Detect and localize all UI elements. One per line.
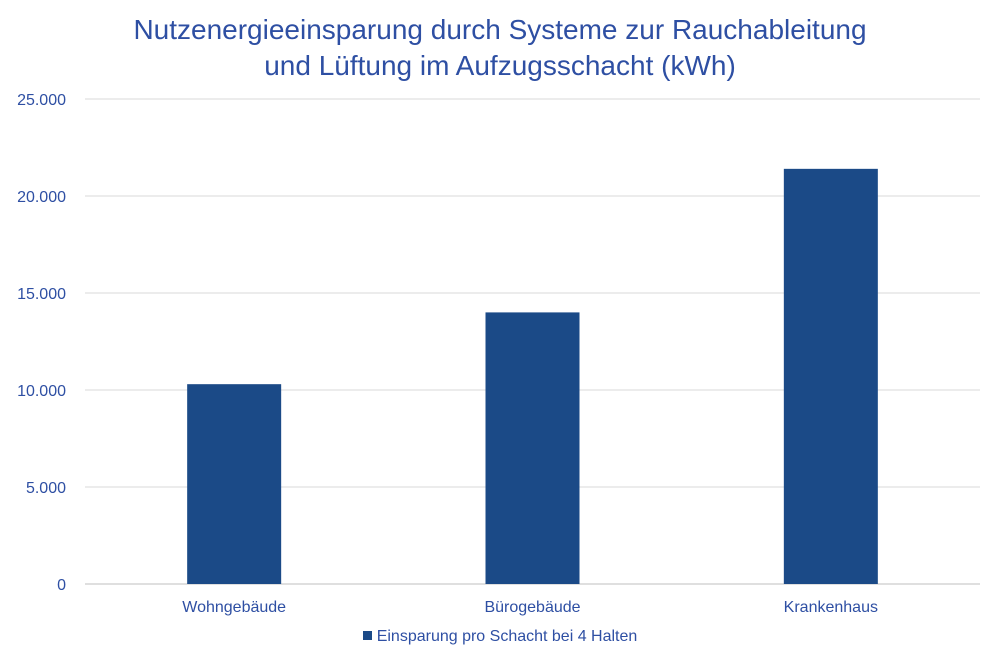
bar bbox=[783, 168, 878, 584]
x-tick-label: Krankenhaus bbox=[784, 599, 878, 616]
legend-label: Einsparung pro Schacht bei 4 Halten bbox=[376, 628, 638, 645]
chart-title-line-1: Nutzenergieeinsparung durch Systeme zur … bbox=[133, 14, 867, 45]
y-tick-label: 20.000 bbox=[17, 189, 66, 206]
x-tick-label: Bürogebäude bbox=[484, 599, 580, 616]
chart-title: Nutzenergieeinsparung durch Systeme zur … bbox=[0, 12, 1000, 84]
chart-title-line-2: und Lüftung im Aufzugsschacht (kWh) bbox=[264, 50, 736, 81]
legend-swatch bbox=[362, 631, 372, 641]
legend: Einsparung pro Schacht bei 4 Halten bbox=[0, 628, 1000, 646]
y-tick-label: 0 bbox=[57, 577, 66, 594]
y-tick-label: 10.000 bbox=[17, 383, 66, 400]
y-tick-label: 25.000 bbox=[17, 92, 66, 109]
y-tick-label: 15.000 bbox=[17, 286, 66, 303]
x-tick-label: Wohngebäude bbox=[182, 599, 286, 616]
bar bbox=[485, 312, 580, 584]
bar bbox=[187, 384, 282, 584]
y-tick-label: 5.000 bbox=[26, 480, 66, 497]
